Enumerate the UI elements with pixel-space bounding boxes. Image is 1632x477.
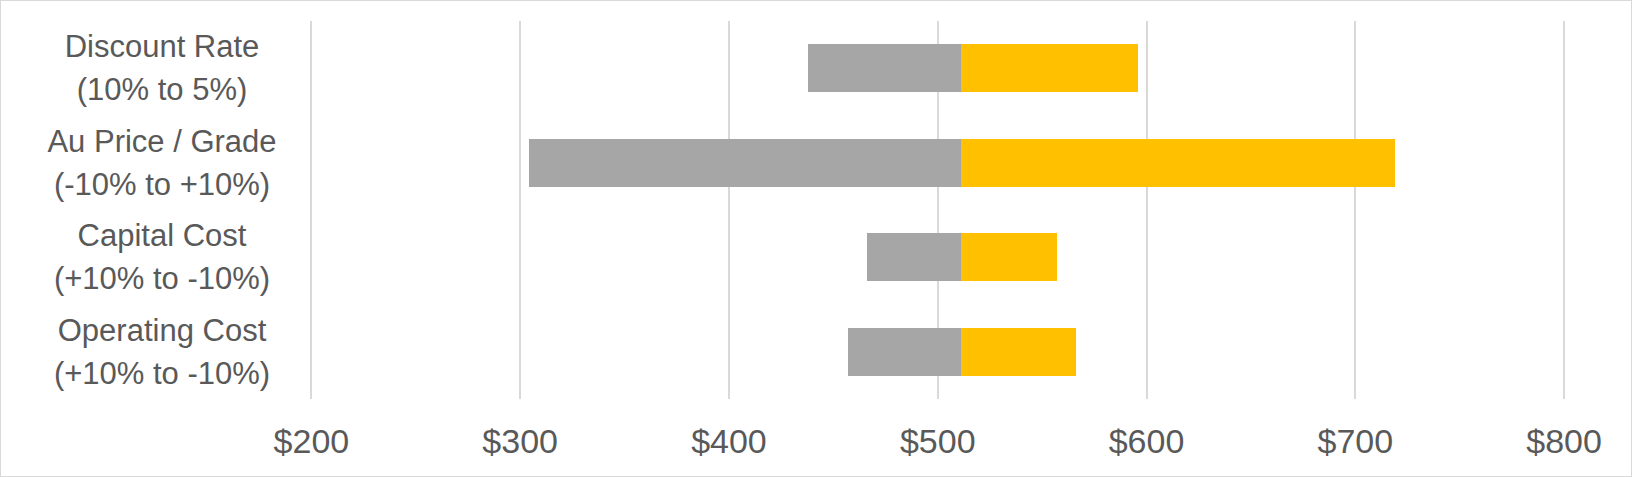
x-tick-label-200: $200 — [274, 421, 350, 461]
gridline-600 — [1146, 21, 1148, 399]
gridline-400 — [728, 21, 730, 399]
gridline-300 — [519, 21, 521, 399]
x-tick-label-600: $600 — [1109, 421, 1185, 461]
bar-3-upside-segment — [961, 328, 1076, 376]
x-axis: $200 $300 $400 $500 $600 $700 $800 — [207, 399, 1632, 477]
x-tick-label-500: $500 — [900, 421, 976, 461]
x-tick-label-300: $300 — [482, 421, 558, 461]
x-tick-label-700: $700 — [1317, 421, 1393, 461]
gridline-700 — [1354, 21, 1356, 399]
gridline-200 — [310, 21, 312, 399]
gridline-800 — [1563, 21, 1565, 399]
bar-1-upside-segment — [961, 139, 1395, 187]
bar-2-downside-segment — [867, 233, 961, 281]
bar-2-upside-segment — [961, 233, 1057, 281]
x-tick-label-400: $400 — [691, 421, 767, 461]
bar-3-downside-segment — [848, 328, 961, 376]
bar-0-upside-segment — [961, 44, 1138, 92]
plot-area — [207, 21, 1632, 399]
bar-1-downside-segment — [529, 139, 961, 187]
x-tick-label-800: $800 — [1526, 421, 1602, 461]
tornado-sensitivity-chart: Discount Rate(10% to 5%)Au Price / Grade… — [0, 0, 1632, 477]
bar-0-downside-segment — [808, 44, 960, 92]
